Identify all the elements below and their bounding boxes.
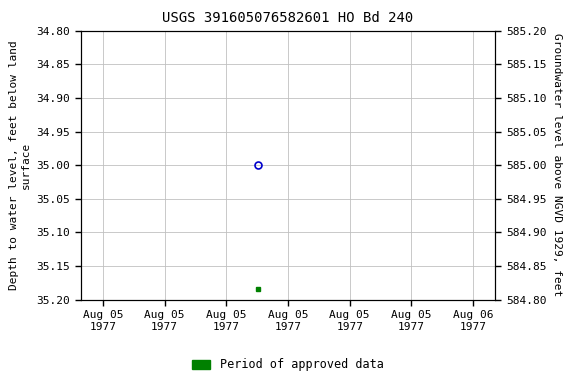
Legend: Period of approved data: Period of approved data bbox=[188, 354, 388, 376]
Y-axis label: Groundwater level above NGVD 1929, feet: Groundwater level above NGVD 1929, feet bbox=[552, 33, 562, 297]
Y-axis label: Depth to water level, feet below land
surface: Depth to water level, feet below land su… bbox=[9, 40, 31, 290]
Title: USGS 391605076582601 HO Bd 240: USGS 391605076582601 HO Bd 240 bbox=[162, 12, 414, 25]
